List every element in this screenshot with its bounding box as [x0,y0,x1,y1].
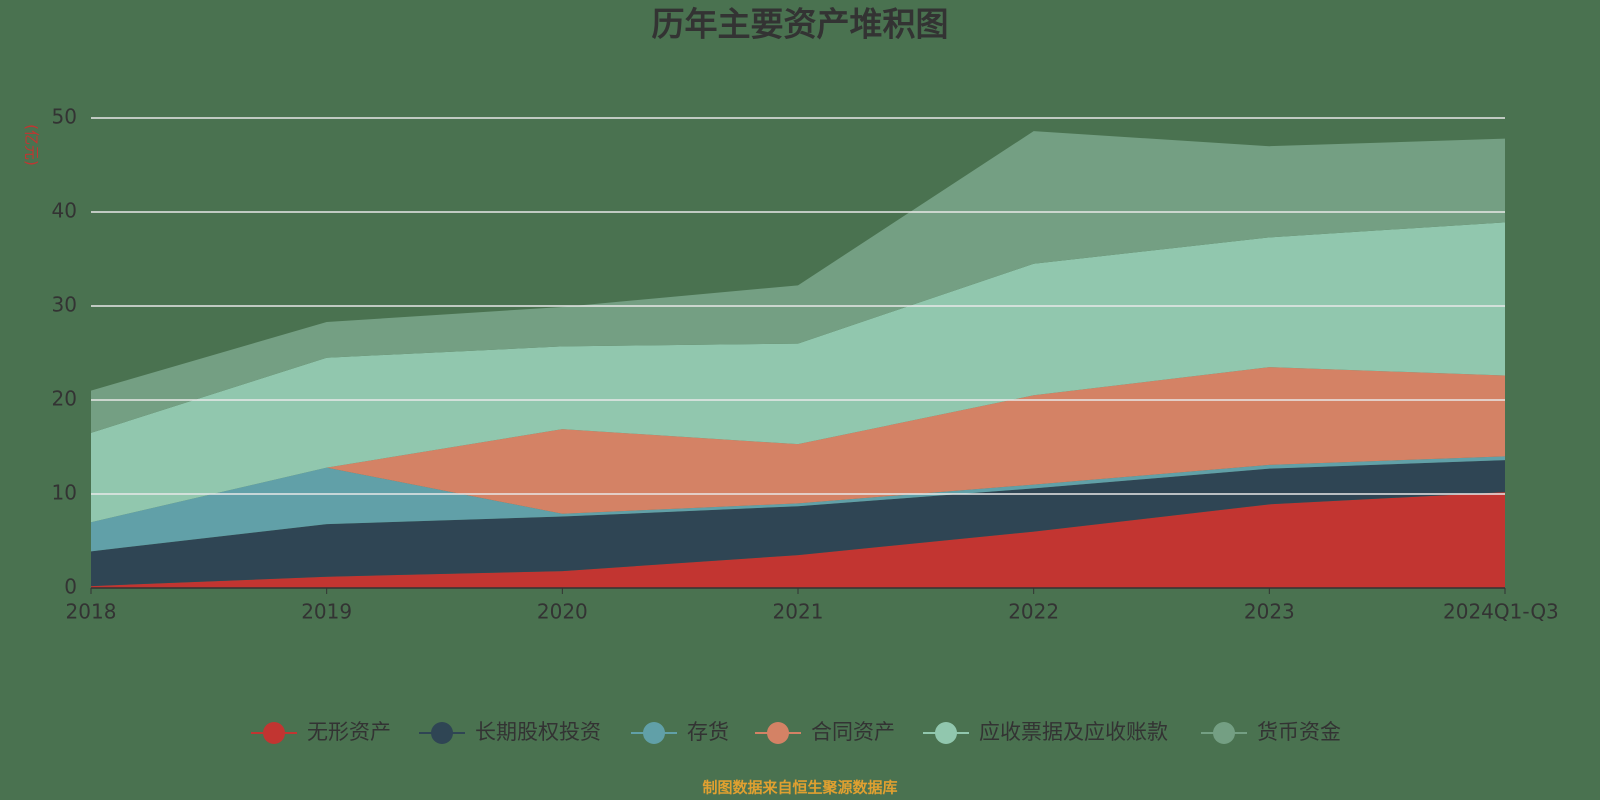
legend-label: 存货 [687,720,729,744]
y-tick-label: 50 [52,105,77,129]
x-tick-label: 2019 [301,600,352,624]
legend-item: 存货 [631,720,729,744]
x-tick-label: 2021 [773,600,824,624]
source-note: 制图数据来自恒生聚源数据库 [702,779,897,797]
y-tick-label: 0 [64,575,77,599]
y-tick-label: 10 [52,481,77,505]
area [91,222,1505,523]
legend-label: 合同资产 [811,720,895,744]
legend-item: 合同资产 [755,720,895,744]
x-tick-label: 2023 [1244,600,1295,624]
legend-marker [767,722,789,744]
x-tick-label: 2020 [537,600,588,624]
legend-item: 应收票据及应收账款 [923,720,1168,744]
legend-marker [643,722,665,744]
area [91,131,1505,433]
y-tick-label: 30 [52,293,77,317]
area [91,460,1505,587]
legend-label: 长期股权投资 [475,720,601,744]
legend-marker [431,722,453,744]
x-tick-label: 2024Q1-Q3 [1443,600,1559,624]
legend-marker [263,722,285,744]
legend-item: 长期股权投资 [419,720,601,744]
legend-marker [1213,722,1235,744]
area [91,492,1505,588]
y-tick-label: 20 [52,387,77,411]
legend-item: 无形资产 [251,720,391,744]
legend-label: 无形资产 [307,720,391,744]
legend-label: 货币资金 [1257,720,1341,744]
legend-label: 应收票据及应收账款 [979,720,1168,744]
legend-marker [935,722,957,744]
x-tick-label: 2018 [66,600,117,624]
area [91,367,1505,523]
chart-title: 历年主要资产堆积图 [652,5,949,44]
x-tick-label: 2022 [1008,600,1059,624]
legend-item: 货币资金 [1201,720,1341,744]
y-tick-label: 40 [52,199,77,223]
area [91,456,1505,552]
y-axis-label: (亿元) [23,124,41,166]
